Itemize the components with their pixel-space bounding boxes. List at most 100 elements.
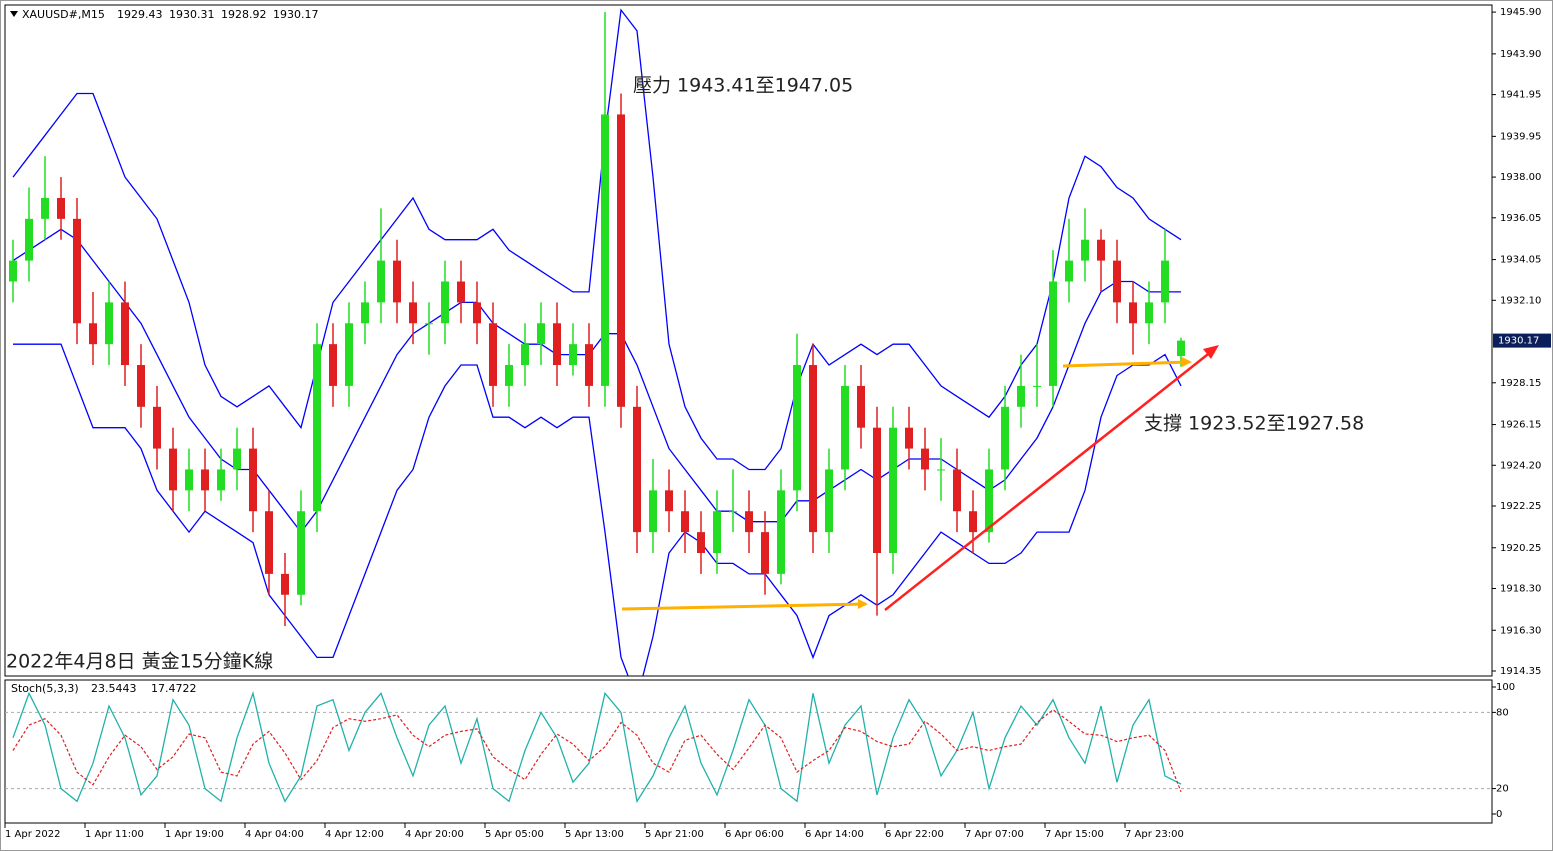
- candle-body: [649, 490, 657, 533]
- arrow-head: [858, 599, 868, 609]
- y-tick-label: 1945.90: [1500, 7, 1541, 18]
- candle-body: [201, 469, 209, 491]
- menu-icon: [10, 11, 18, 17]
- x-tick-label: 6 Apr 14:00: [805, 829, 864, 840]
- x-tick-label: 5 Apr 21:00: [645, 829, 704, 840]
- candle-body: [73, 218, 81, 324]
- candle-body: [585, 344, 593, 386]
- x-tick-label: 7 Apr 23:00: [1125, 829, 1184, 840]
- candle-body: [313, 344, 321, 512]
- candle-body: [425, 323, 433, 325]
- y-tick-label: 1938.00: [1500, 172, 1541, 183]
- current-price-box: [1493, 333, 1551, 348]
- x-tick-label: 5 Apr 05:00: [485, 829, 544, 840]
- candle-body: [1161, 260, 1169, 303]
- x-tick-label: 7 Apr 07:00: [965, 829, 1024, 840]
- price-plot: [9, 8, 1185, 676]
- y-tick-label: 1926.15: [1500, 420, 1541, 431]
- stoch-panel: [4, 679, 1493, 824]
- support-line: [621, 602, 867, 611]
- candle-body: [905, 427, 913, 449]
- candle-body: [9, 260, 17, 282]
- candle-body: [1129, 302, 1137, 324]
- candle-body: [505, 365, 513, 386]
- x-tick-label: 1 Apr 11:00: [85, 829, 144, 840]
- x-tick-label: 7 Apr 15:00: [1045, 829, 1104, 840]
- candle-body: [1049, 281, 1057, 386]
- candle-body: [953, 469, 961, 512]
- y-tick-label: 1918.30: [1500, 583, 1541, 594]
- candle-body: [873, 427, 881, 553]
- candle-body: [57, 197, 65, 219]
- axes: 1945.90 1943.90 1941.95 1939.95 1938.00 1936.…: [4, 7, 1551, 840]
- candle-body: [249, 448, 257, 512]
- x-tick-label: 4 Apr 12:00: [325, 829, 384, 840]
- annotation: 支撐 1923.52至1927.58: [1144, 413, 1364, 435]
- candle-body: [1033, 385, 1041, 387]
- candle-body: [41, 197, 49, 219]
- candle-body: [825, 469, 833, 533]
- candle-body: [25, 218, 33, 261]
- candle-body: [473, 302, 481, 324]
- y-tick-label: 1916.30: [1500, 625, 1541, 636]
- y-tick-label: 1934.05: [1500, 255, 1541, 266]
- candle-body: [441, 281, 449, 324]
- candle-body: [537, 323, 545, 345]
- candle-body: [569, 344, 577, 366]
- candle-body: [121, 302, 129, 366]
- candle-body: [377, 260, 385, 303]
- candle-body: [281, 573, 289, 595]
- candle-body: [857, 385, 865, 428]
- candle-body: [265, 511, 273, 574]
- candle-body: [393, 260, 401, 303]
- y-tick-label: 1924.20: [1500, 460, 1541, 471]
- candle-body: [1081, 239, 1089, 261]
- candle-body: [553, 323, 561, 366]
- stoch-main: [12, 690, 1182, 804]
- x-tick-label: 1 Apr 19:00: [165, 829, 224, 840]
- candle-body: [841, 385, 849, 470]
- y-tick-label: 1922.25: [1500, 501, 1541, 512]
- high-value: 1930.31: [169, 8, 215, 21]
- candle-body: [633, 406, 641, 533]
- candle-body: [761, 532, 769, 574]
- candle-body: [1177, 340, 1185, 357]
- y-tick-label: 1936.05: [1500, 213, 1541, 224]
- candle-body: [137, 365, 145, 407]
- stoch-plot: [5, 690, 1492, 804]
- candle-body: [329, 344, 337, 386]
- candle-body: [457, 281, 465, 303]
- y-tick-label: 0: [1496, 809, 1502, 820]
- candle-body: [793, 365, 801, 491]
- candle-body: [969, 511, 977, 533]
- main-panel: [4, 4, 1493, 677]
- candle-body: [521, 344, 529, 366]
- candle-body: [169, 448, 177, 491]
- band-lower: [13, 343, 1182, 676]
- indicator-signal: 17.4722: [151, 682, 197, 695]
- chart-title: 2022年4月8日 黃金15分鐘K線: [6, 651, 273, 673]
- candle-body: [617, 114, 625, 407]
- close-value: 1930.17: [273, 8, 319, 21]
- candle-body: [729, 511, 737, 513]
- band-upper: [12, 8, 1182, 471]
- candle-body: [665, 490, 673, 512]
- x-tick-label: 1 Apr 2022: [5, 829, 60, 840]
- candle-body: [105, 302, 113, 345]
- candle-body: [745, 511, 753, 533]
- candle-body: [1001, 406, 1009, 470]
- candle-body: [985, 469, 993, 533]
- candle-body: [809, 365, 817, 533]
- candle-body: [777, 490, 785, 574]
- y-tick-label: 1932.10: [1500, 295, 1541, 306]
- candle-body: [1017, 385, 1025, 407]
- candle-body: [681, 511, 689, 533]
- symbol: XAUUSD#,M15: [22, 8, 105, 21]
- annotation: 壓力 1943.41至1947.05: [633, 75, 853, 97]
- candle-body: [601, 114, 609, 386]
- arrow-head: [1203, 345, 1219, 359]
- candle-body: [297, 511, 305, 595]
- candle-body: [1097, 239, 1105, 261]
